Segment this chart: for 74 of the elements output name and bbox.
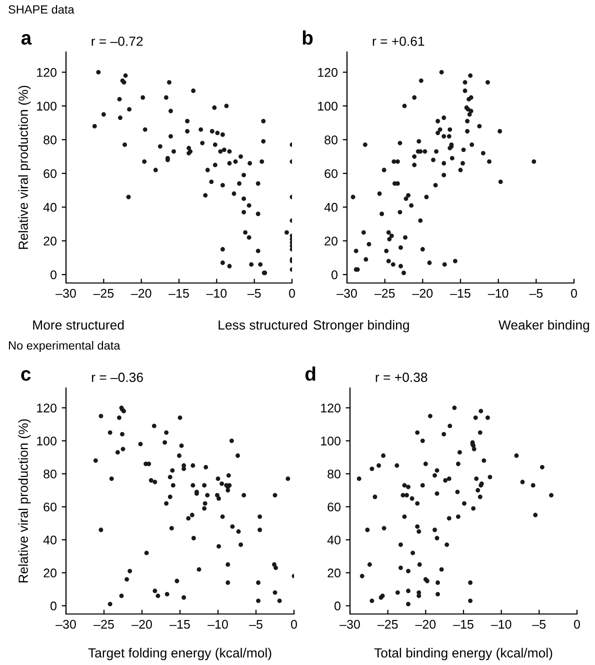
x-tick-label: –15 xyxy=(170,620,190,629)
y-tick-label: 120 xyxy=(318,68,338,77)
text: Weaker binding xyxy=(498,320,590,332)
y-tick-label: 60 xyxy=(328,502,340,512)
y-tick-label: 100 xyxy=(321,436,340,446)
x-tick-label: –30 xyxy=(336,288,357,298)
y-tick-label: 60 xyxy=(44,169,56,178)
x-tick-label: –15 xyxy=(450,289,470,298)
x-tick-label: 0 xyxy=(574,620,580,629)
y-tick-label: 60 xyxy=(44,502,56,512)
y-tick-label: 40 xyxy=(43,536,56,544)
y-tick-label: 120 xyxy=(37,68,56,77)
text: More structured xyxy=(33,320,124,330)
text: No experimental data xyxy=(8,340,120,352)
x-tick-label: 0 xyxy=(571,288,577,298)
x-tick-label: –10 xyxy=(488,288,508,298)
x-tick-label: –10 xyxy=(206,288,227,298)
x-tick-label: –25 xyxy=(94,620,114,629)
y-tick-label: 80 xyxy=(328,470,340,478)
y-tick-label: 0 xyxy=(50,602,56,610)
x-tick-label: –25 xyxy=(93,288,114,298)
chart-subtitle: r = +0.61 xyxy=(372,36,424,46)
y-tick-label: 100 xyxy=(37,102,56,111)
x-tick-label: –5 xyxy=(532,620,546,629)
y-tick-label: 20 xyxy=(324,236,338,246)
x-tick-label: 0 xyxy=(291,620,297,629)
x-tick-label: –30 xyxy=(56,288,76,298)
y-tick-label: 40 xyxy=(327,536,340,544)
y-tick-label: 100 xyxy=(318,102,338,111)
y-tick-label: 20 xyxy=(44,236,56,246)
x-tick-label: –10 xyxy=(208,620,228,629)
x-tick-label: –25 xyxy=(374,288,395,298)
y-tick-label: 120 xyxy=(37,404,56,412)
y-tick-label: 80 xyxy=(44,470,56,478)
x-tick-label: –20 xyxy=(132,620,152,629)
y-tick-label: 40 xyxy=(43,202,56,212)
y-tick-label: 120 xyxy=(321,404,340,412)
x-tick-label: –10 xyxy=(490,620,512,629)
x-tick-label: –20 xyxy=(415,620,436,629)
chart-title: c xyxy=(21,370,31,381)
x-tick-label: –5 xyxy=(249,620,262,629)
y-tick-label: 60 xyxy=(324,169,338,178)
text: Stronger binding xyxy=(314,320,409,332)
y-tick-label: 0 xyxy=(50,270,56,280)
x-tick-label: –30 xyxy=(340,620,360,629)
y-tick-label: 20 xyxy=(328,568,340,578)
x-axis-title: Target folding energy (kcal/mol) xyxy=(88,648,272,660)
y-tick-label: 100 xyxy=(37,436,56,446)
x-tick-label: –5 xyxy=(529,289,543,298)
y-tick-label: 40 xyxy=(324,202,338,212)
y-tick-label: 80 xyxy=(44,135,56,144)
x-tick-label: 0 xyxy=(289,288,295,298)
x-tick-label: –5 xyxy=(247,289,261,298)
text: SHAPE data xyxy=(8,4,74,14)
x-tick-label: –20 xyxy=(130,288,152,298)
chart-subtitle: r = –0.72 xyxy=(92,36,143,46)
y-tick-label: 80 xyxy=(324,135,338,144)
chart-subtitle: r = +0.38 xyxy=(376,372,428,382)
chart-title: a xyxy=(21,34,32,45)
chart-title: d xyxy=(305,366,316,381)
x-tick-label: –20 xyxy=(412,288,433,298)
x-tick-label: –30 xyxy=(56,620,76,629)
x-tick-label: –15 xyxy=(453,620,474,629)
x-axis-title: Total binding energy (kcal/mol) xyxy=(374,648,552,660)
y-tick-label: 20 xyxy=(44,568,56,578)
y-axis-title: Relative viral production (%) xyxy=(18,419,31,582)
chart-subtitle: r = –0.36 xyxy=(92,372,143,382)
x-tick-label: –15 xyxy=(168,289,189,298)
y-tick-label: 0 xyxy=(332,270,338,280)
text: Less structured xyxy=(218,320,307,330)
x-tick-label: –25 xyxy=(377,620,398,629)
y-axis-title: Relative viral production (%) xyxy=(18,86,31,249)
y-tick-label: 0 xyxy=(334,602,340,610)
chart-title: b xyxy=(302,30,313,45)
